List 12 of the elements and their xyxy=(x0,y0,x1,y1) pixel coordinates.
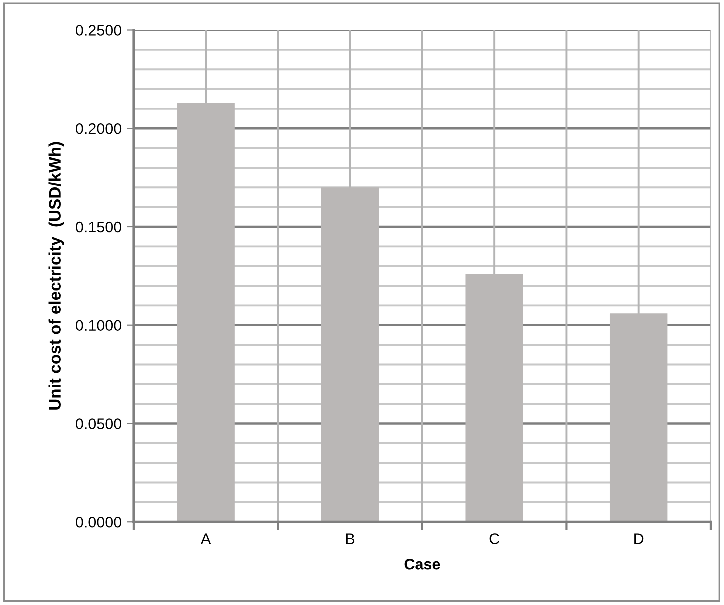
x-tick-label: B xyxy=(346,534,355,544)
x-tick-label: D xyxy=(634,534,644,544)
y-tick-label: 0.0500 xyxy=(76,418,122,430)
y-tick-label: 0.1000 xyxy=(76,320,122,332)
y-tick-label: 0.0000 xyxy=(76,516,122,528)
y-axis-title: Unit cost of electricity (USD/kWh) xyxy=(48,142,64,410)
y-tick-label: 0.2000 xyxy=(76,123,122,134)
x-tick-label: C xyxy=(490,534,500,544)
y-tick-label: 0.1500 xyxy=(76,222,122,233)
x-tick-label: A xyxy=(201,534,212,544)
y-tick-label: 0.2500 xyxy=(76,25,122,36)
x-axis-title: Case xyxy=(404,558,440,570)
